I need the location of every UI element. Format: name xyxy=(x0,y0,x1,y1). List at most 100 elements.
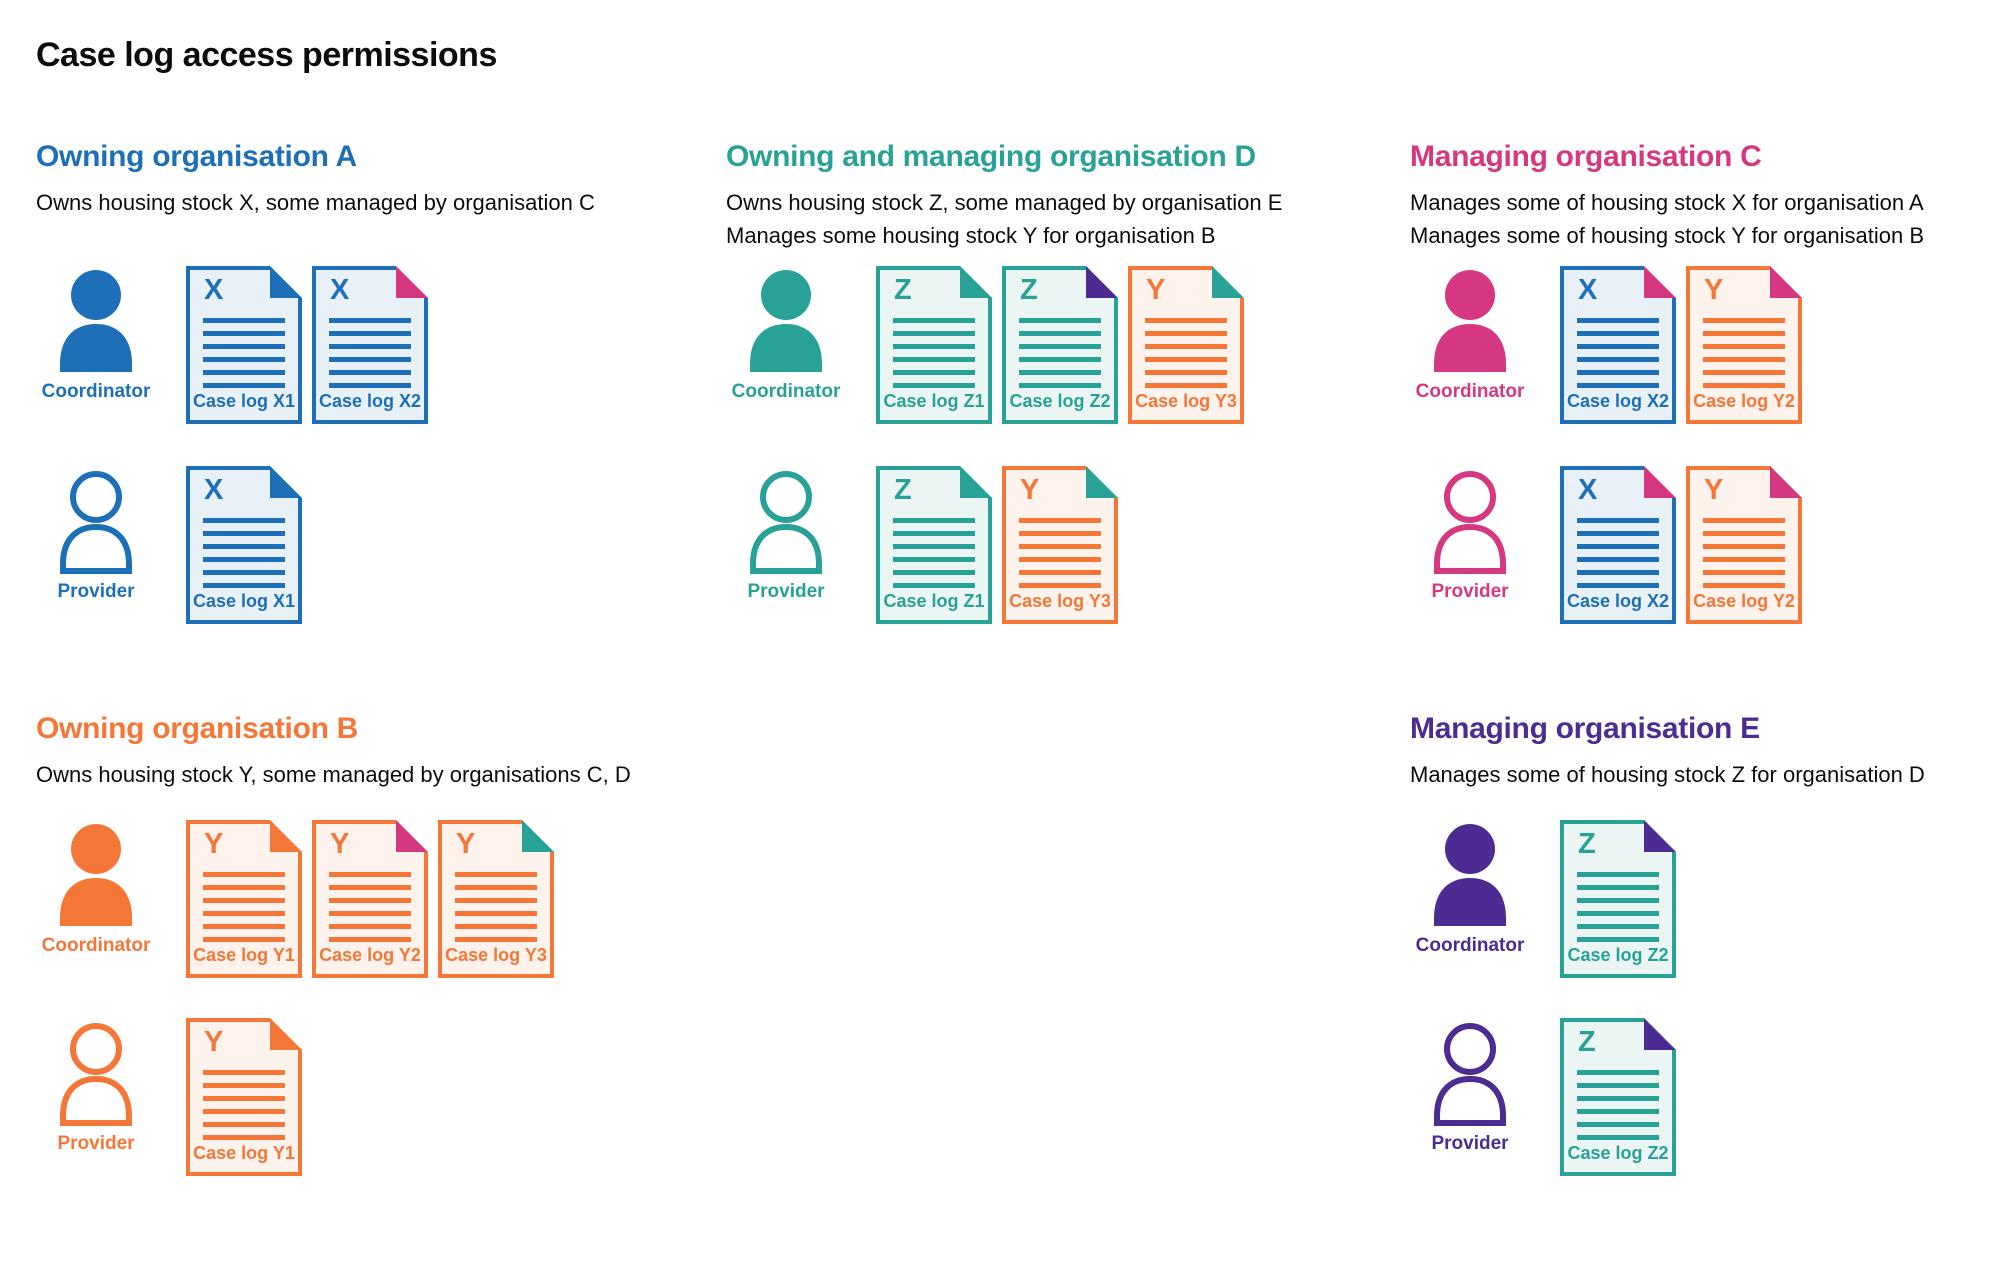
stock-letter: X xyxy=(1578,474,1598,506)
stock-letter: Z xyxy=(894,274,912,306)
document-card: X Case log X2 xyxy=(1560,266,1676,424)
description-line: Manages some of housing stock Y for orga… xyxy=(1410,223,1925,248)
document-text-lines xyxy=(893,518,975,589)
stock-letter: Z xyxy=(1578,1026,1596,1058)
document-text-lines xyxy=(1019,318,1101,389)
document-card: X Case log X2 xyxy=(1560,466,1676,624)
provider-row: Provider X Case log X1 xyxy=(36,466,696,624)
document-card: Y Case log Y2 xyxy=(1686,466,1802,624)
document-card: Z Case log Z2 xyxy=(1560,1018,1676,1176)
document-card: X Case log X1 xyxy=(186,466,302,624)
case-log-label: Case log Y1 xyxy=(193,1143,295,1163)
provider-row: Provider Z Case log Z2 xyxy=(1410,1018,1990,1176)
provider-icon xyxy=(60,1023,132,1126)
stock-letter: X xyxy=(330,274,350,306)
stock-letter: X xyxy=(1578,274,1598,306)
section-owning-org-a: Owning organisation A Owns housing stock… xyxy=(36,140,696,700)
document-group: Y Case log Y1 Y Case log Y2 Y Case log Y… xyxy=(186,820,554,978)
case-log-label: Case log Z2 xyxy=(1567,1143,1669,1163)
document-group: X Case log X2 Y Case log Y2 xyxy=(1560,466,1802,624)
section-managing-org-e: Managing organisation E Manages some of … xyxy=(1410,712,1990,1272)
stock-letter: Z xyxy=(1020,274,1038,306)
document-card: Y Case log Y1 xyxy=(186,820,302,978)
case-log-label: Case log Y2 xyxy=(1693,591,1795,611)
provider-person: Provider xyxy=(44,468,148,603)
document-group: Z Case log Z1 Y Case log Y3 xyxy=(876,466,1118,624)
document-group: X Case log X1 X Case log X2 xyxy=(186,266,428,424)
coordinator-row: Coordinator Y Case log Y1 Y Case log Y2 … xyxy=(36,820,696,978)
document-card: Z Case log Z1 xyxy=(876,466,992,624)
role-label: Coordinator xyxy=(1415,381,1525,402)
coordinator-icon xyxy=(1434,824,1506,926)
provider-person: Provider xyxy=(44,1020,148,1155)
document-card: X Case log X2 xyxy=(312,266,428,424)
stock-letter: Y xyxy=(330,828,350,860)
section-owning-org-b: Owning organisation B Owns housing stock… xyxy=(36,712,696,1272)
provider-person: Provider xyxy=(1418,1020,1522,1155)
stock-letter: Y xyxy=(1704,274,1724,306)
document-text-lines xyxy=(1577,1070,1659,1141)
role-label: Provider xyxy=(747,581,825,602)
document-card: Y Case log Y1 xyxy=(186,1018,302,1176)
section-heading: Owning organisation A xyxy=(36,140,357,173)
provider-row: Provider X Case log X2 Y Case log Y2 xyxy=(1410,466,1990,624)
coordinator-row: Coordinator Z Case log Z2 xyxy=(1410,820,1990,978)
coordinator-person: Coordinator xyxy=(41,822,151,957)
coordinator-person: Coordinator xyxy=(1415,268,1525,403)
provider-icon xyxy=(750,471,822,574)
stock-letter: Y xyxy=(456,828,476,860)
role-label: Provider xyxy=(57,1133,135,1154)
document-card: Y Case log Y3 xyxy=(1128,266,1244,424)
description-line: Manages some of housing stock X for orga… xyxy=(1410,190,1924,215)
coordinator-icon xyxy=(60,824,132,926)
coordinator-icon xyxy=(1434,270,1506,372)
document-text-lines xyxy=(1703,518,1785,589)
case-log-label: Case log Y1 xyxy=(193,945,295,965)
provider-icon xyxy=(1434,471,1506,574)
document-card: Z Case log Z2 xyxy=(1002,266,1118,424)
document-text-lines xyxy=(329,318,411,389)
role-label: Coordinator xyxy=(41,935,151,956)
section-heading: Owning and managing organisation D xyxy=(726,140,1256,173)
coordinator-person: Coordinator xyxy=(1416,822,1524,957)
stock-letter: X xyxy=(204,274,224,306)
case-log-label: Case log Y2 xyxy=(1693,391,1795,411)
document-group: Z Case log Z1 Z Case log Z2 Y Case log Y… xyxy=(876,266,1244,424)
provider-row: Provider Z Case log Z1 Y Case log Y3 xyxy=(726,466,1386,624)
provider-icon xyxy=(1434,1023,1506,1126)
document-group: Z Case log Z2 xyxy=(1560,820,1676,978)
case-log-label: Case log Y3 xyxy=(445,945,547,965)
stock-letter: Y xyxy=(1704,474,1724,506)
case-log-label: Case log Y3 xyxy=(1009,591,1111,611)
case-log-label: Case log Z2 xyxy=(1009,391,1111,411)
section-description: Manages some of housing stock X for orga… xyxy=(1410,186,1924,252)
document-text-lines xyxy=(1019,518,1101,589)
case-log-label: Case log X2 xyxy=(1566,591,1670,611)
document-group: X Case log X1 xyxy=(186,466,302,624)
document-card: Z Case log Z2 xyxy=(1560,820,1676,978)
document-text-lines xyxy=(1577,518,1659,589)
section-heading: Managing organisation C xyxy=(1410,140,1762,173)
document-group: Z Case log Z2 xyxy=(1560,1018,1676,1176)
case-log-label: Case log X2 xyxy=(318,391,422,411)
document-card: Y Case log Y3 xyxy=(1002,466,1118,624)
coordinator-row: Coordinator Z Case log Z1 Z Case log Z2 … xyxy=(726,266,1386,424)
stock-letter: X xyxy=(204,474,224,506)
case-log-label: Case log Z1 xyxy=(883,591,985,611)
coordinator-row: Coordinator X Case log X2 Y Case log Y2 xyxy=(1410,266,1990,424)
document-text-lines xyxy=(1577,872,1659,943)
description-line: Manages some housing stock Y for organis… xyxy=(726,223,1216,248)
case-log-label: Case log X1 xyxy=(192,591,296,611)
stock-letter: Y xyxy=(204,1026,224,1058)
document-text-lines xyxy=(1703,318,1785,389)
document-text-lines xyxy=(203,318,285,389)
page-title: Case log access permissions xyxy=(36,36,497,74)
stock-letter: Z xyxy=(894,474,912,506)
section-description: Owns housing stock Y, some managed by or… xyxy=(36,758,631,791)
section-description: Owns housing stock X, some managed by or… xyxy=(36,186,595,219)
section-description: Manages some of housing stock Z for orga… xyxy=(1410,758,1925,791)
role-label: Provider xyxy=(57,581,135,602)
case-log-label: Case log Z1 xyxy=(883,391,985,411)
coordinator-icon xyxy=(60,270,132,372)
role-label: Provider xyxy=(1431,1133,1509,1154)
